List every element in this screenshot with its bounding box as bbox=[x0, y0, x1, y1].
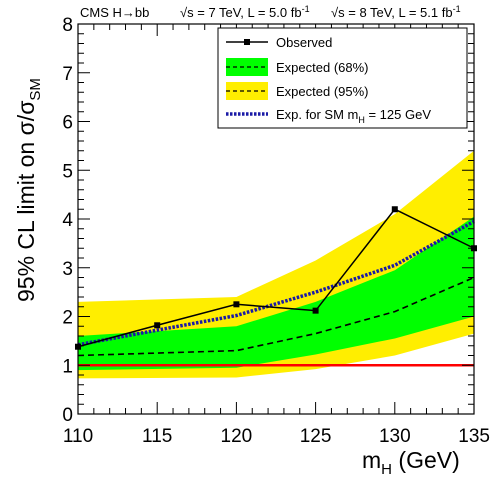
x-axis-title: mH (GeV) bbox=[362, 447, 460, 478]
observed-line bbox=[77, 208, 475, 348]
expected-bands bbox=[78, 150, 474, 379]
y-tick-label: 1 bbox=[62, 356, 73, 377]
legend-observed-label: Observed bbox=[276, 35, 332, 50]
y-tick-label: 4 bbox=[62, 210, 73, 231]
expected-lines bbox=[77, 219, 475, 367]
legend-expected95-label: Expected (95%) bbox=[276, 84, 369, 99]
x-tick-label: 125 bbox=[300, 426, 332, 447]
experiment-label: CMS H→bb bbox=[80, 5, 149, 20]
x-tick-label: 135 bbox=[458, 426, 490, 447]
y-tick-label: 5 bbox=[62, 161, 73, 182]
y-tick-label: 2 bbox=[62, 308, 73, 329]
band-68 bbox=[78, 216, 474, 371]
legend-entry-expected95: Expected (95%) bbox=[226, 82, 369, 100]
y-tick-label: 3 bbox=[62, 259, 73, 280]
lumi-8tev-label: √s = 8 TeV, L = 5.1 fb-1 bbox=[331, 4, 461, 20]
legend-entry-sm125: Exp. for SM mH = 125 GeV bbox=[226, 107, 431, 125]
x-tick-label: 120 bbox=[221, 426, 253, 447]
axis-ticks: 0 1 2 3 4 5 6 7 8 110 115 120 125 130 135 bbox=[62, 15, 490, 447]
x-tick-label: 130 bbox=[379, 426, 411, 447]
observed-point bbox=[154, 322, 161, 329]
lumi-7tev-label: √s = 7 TeV, L = 5.0 fb-1 bbox=[180, 4, 310, 20]
y-tick-label: 8 bbox=[62, 15, 73, 36]
legend: Observed Expected (68%) Expected (95%) E… bbox=[217, 27, 468, 129]
expected-sm125-line bbox=[77, 219, 475, 347]
observed-point bbox=[233, 301, 240, 308]
expected-median-line bbox=[77, 276, 475, 357]
y-axis-title: 95% CL limit on σ/σSM bbox=[13, 78, 44, 302]
legend-expected68-label: Expected (68%) bbox=[276, 60, 369, 75]
observed-point bbox=[391, 206, 398, 213]
legend-observed-marker bbox=[244, 39, 250, 45]
legend-sm125-label: Exp. for SM mH = 125 GeV bbox=[276, 107, 431, 125]
legend-entry-expected68: Expected (68%) bbox=[226, 58, 369, 76]
y-tick-label: 7 bbox=[62, 64, 73, 85]
y-tick-label: 6 bbox=[62, 113, 73, 134]
legend-box bbox=[217, 27, 468, 129]
x-tick-label: 110 bbox=[63, 426, 93, 447]
x-tick-label: 115 bbox=[142, 426, 172, 447]
legend-entry-observed: Observed bbox=[226, 35, 332, 50]
observed-point bbox=[312, 307, 319, 314]
y-tick-label: 0 bbox=[62, 405, 73, 426]
